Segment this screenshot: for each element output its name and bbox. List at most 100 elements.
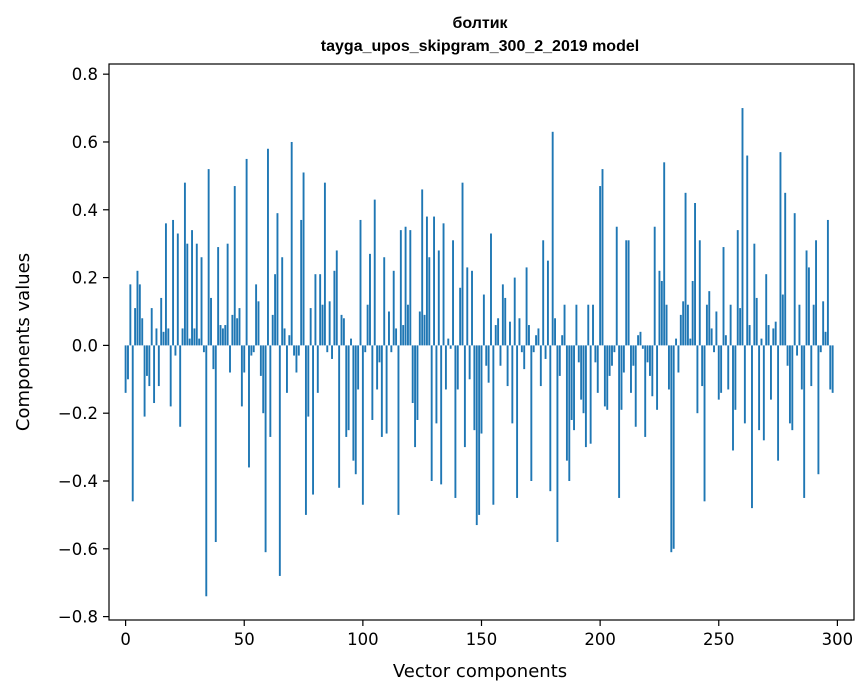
- bar-202: [603, 345, 606, 407]
- bar-77: [307, 345, 310, 417]
- bar-97: [354, 345, 357, 475]
- bar-160: [504, 297, 507, 346]
- bar-14: [157, 345, 160, 387]
- bar-76: [304, 345, 307, 515]
- bar-146: [471, 270, 473, 346]
- bar-50: [243, 345, 246, 373]
- bar-57: [259, 345, 262, 376]
- bar-154: [490, 233, 492, 346]
- bar-237: [686, 304, 689, 346]
- bar-293: [819, 345, 822, 353]
- bar-235: [682, 301, 685, 346]
- bar-94: [347, 345, 350, 431]
- bar-66: [281, 257, 284, 346]
- bar-144: [466, 267, 469, 346]
- bar-25: [183, 182, 186, 346]
- bar-274: [774, 321, 777, 346]
- bar-280: [788, 345, 791, 424]
- bar-132: [437, 250, 440, 346]
- bar-74: [300, 219, 303, 346]
- bar-277: [781, 294, 784, 346]
- x-axis-ticks: 0 50 100 150 200 250 300: [120, 620, 853, 649]
- x-tick-label: 0: [120, 630, 131, 649]
- bar-185: [563, 304, 566, 346]
- bar-242: [698, 240, 701, 346]
- y-tick-label: −0.2: [58, 404, 98, 423]
- bar-227: [663, 162, 666, 346]
- y-axis-ticks: −0.8 −0.6 −0.4 −0.2 0.0 0.2 0.4 0.6 0.8: [58, 65, 109, 627]
- bars-group: [124, 108, 834, 597]
- bar-0: [124, 345, 127, 393]
- bar-289: [810, 345, 813, 387]
- bar-117: [402, 325, 405, 346]
- bar-294: [822, 301, 825, 346]
- bar-78: [309, 308, 312, 346]
- x-tick-label: 250: [703, 630, 735, 649]
- bar-261: [743, 345, 746, 424]
- bar-90: [338, 345, 341, 488]
- bar-41: [221, 328, 224, 346]
- bar-231: [672, 345, 675, 549]
- x-axis-label: Vector components: [393, 661, 567, 682]
- bar-55: [255, 284, 258, 346]
- bar-15: [160, 297, 163, 346]
- bar-263: [748, 325, 751, 346]
- bar-130: [433, 216, 435, 346]
- bar-21: [174, 345, 177, 356]
- bar-206: [613, 345, 616, 353]
- bar-122: [414, 345, 417, 448]
- bar-11: [150, 308, 153, 346]
- bar-172: [532, 345, 535, 353]
- bar-228: [665, 304, 668, 346]
- bar-290: [812, 304, 815, 346]
- bar-105: [373, 199, 376, 346]
- bar-292: [817, 345, 820, 475]
- bar-178: [546, 260, 549, 346]
- bar-215: [634, 345, 637, 427]
- bar-62: [271, 314, 274, 346]
- bar-188: [570, 345, 573, 420]
- bar-112: [390, 345, 393, 353]
- y-axis-label: Components values: [13, 253, 34, 431]
- bar-71: [293, 345, 296, 356]
- y-tick-label: −0.4: [58, 472, 98, 491]
- bar-189: [573, 345, 575, 431]
- bar-104: [371, 345, 374, 420]
- bar-28: [191, 230, 193, 346]
- bar-149: [478, 345, 481, 515]
- bar-129: [430, 345, 433, 481]
- bar-2: [129, 284, 132, 346]
- bar-285: [800, 345, 803, 390]
- bar-254: [727, 345, 730, 390]
- bar-46: [233, 186, 236, 346]
- bar-241: [696, 345, 699, 414]
- bar-270: [765, 274, 768, 346]
- bar-211: [625, 240, 628, 346]
- bar-192: [580, 345, 583, 400]
- bar-58: [262, 345, 265, 414]
- bar-47: [236, 318, 239, 346]
- bar-143: [463, 345, 466, 448]
- bar-1: [127, 345, 129, 380]
- bar-193: [582, 345, 585, 414]
- bar-91: [340, 314, 343, 346]
- bar-107: [378, 345, 381, 363]
- bar-282: [793, 213, 796, 346]
- bar-138: [452, 240, 454, 346]
- bar-40: [219, 325, 222, 346]
- chart-subtitle: tayga_upos_skipgram_300_2_2019 model: [321, 38, 639, 55]
- bar-164: [513, 277, 516, 346]
- bar-20: [172, 219, 175, 346]
- bar-162: [509, 321, 511, 346]
- bar-140: [456, 345, 459, 390]
- bar-88: [333, 270, 336, 346]
- bar-108: [380, 345, 383, 437]
- bar-253: [724, 335, 727, 346]
- bar-114: [395, 328, 398, 346]
- bar-257: [734, 345, 737, 410]
- bar-248: [713, 345, 715, 353]
- bar-106: [376, 345, 379, 390]
- bar-63: [274, 274, 277, 346]
